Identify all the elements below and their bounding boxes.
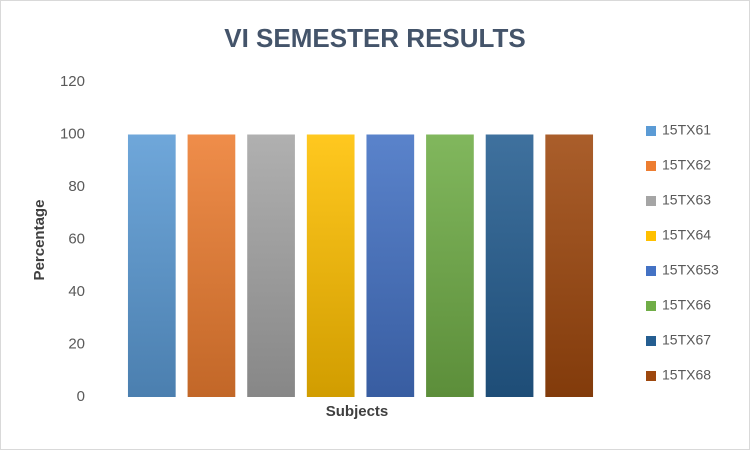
legend-swatch [646,266,656,276]
y-tick-label: 0 [77,388,85,405]
legend-label: 15TX653 [662,262,719,278]
bar [485,134,534,397]
bar [127,134,176,397]
legend-swatch [646,231,656,241]
legend-swatch [646,336,656,346]
legend-swatch [646,371,656,381]
y-tick-label: 20 [68,335,85,352]
legend-swatch [646,196,656,206]
legend-swatch [646,161,656,171]
y-axis-label: Percentage [31,200,48,281]
bar [426,134,474,397]
legend-label: 15TX63 [662,192,711,208]
y-tick-label: 80 [68,178,85,195]
legend-label: 15TX66 [662,297,711,313]
y-tick-label: 40 [68,283,85,300]
y-tick-label: 60 [68,230,85,247]
bar [366,134,415,397]
legend-label: 15TX68 [662,367,711,383]
bar [187,134,236,397]
legend-swatch [646,126,656,136]
legend-label: 15TX61 [662,122,711,138]
legend-label: 15TX67 [662,332,711,348]
y-tick-label: 120 [60,73,85,90]
x-axis-label: Subjects [326,403,389,420]
bar [247,134,295,397]
legend-label: 15TX62 [662,157,711,173]
chart-title: VI SEMESTER RESULTS [224,23,525,53]
legend-label: 15TX64 [662,227,711,243]
bar [306,134,355,397]
y-tick-label: 100 [60,125,85,142]
bar [545,134,594,397]
legend-swatch [646,301,656,311]
